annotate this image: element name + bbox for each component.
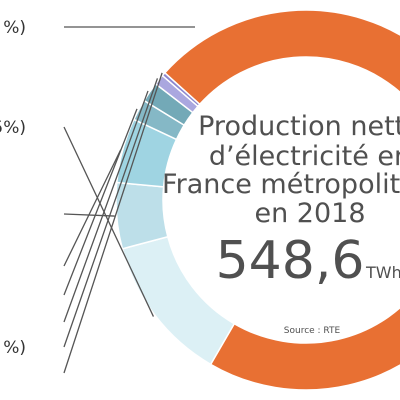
callout-line-5 <box>63 90 149 323</box>
donut-slice-0 <box>163 9 400 391</box>
total-unit: TWh <box>365 263 400 282</box>
callout-line-4 <box>63 108 138 296</box>
callout-lines: %) ,5%)%) <box>0 18 195 374</box>
source-note: Source : RTE <box>284 326 341 336</box>
callout-label-0: %) <box>3 18 26 38</box>
donut-slice-2 <box>115 181 169 250</box>
chart-title-line-1: Production nette <box>198 111 400 142</box>
donut-slices <box>115 9 400 391</box>
callout-line-1 <box>63 126 155 317</box>
chart-title-line-3: France métropolitaine <box>162 169 400 200</box>
callout-label-6: %) <box>3 338 26 358</box>
chart-title-line-2: d’électricité en <box>209 141 400 172</box>
callout-line-7 <box>63 72 163 374</box>
donut-slice-7 <box>161 71 201 108</box>
chart-title-line-4: en 2018 <box>254 198 365 229</box>
total-value: 548,6 <box>216 231 365 291</box>
callout-line-6 <box>63 78 159 348</box>
callout-line-3 <box>63 149 122 267</box>
callout-label-1: ,5%) <box>0 118 26 138</box>
